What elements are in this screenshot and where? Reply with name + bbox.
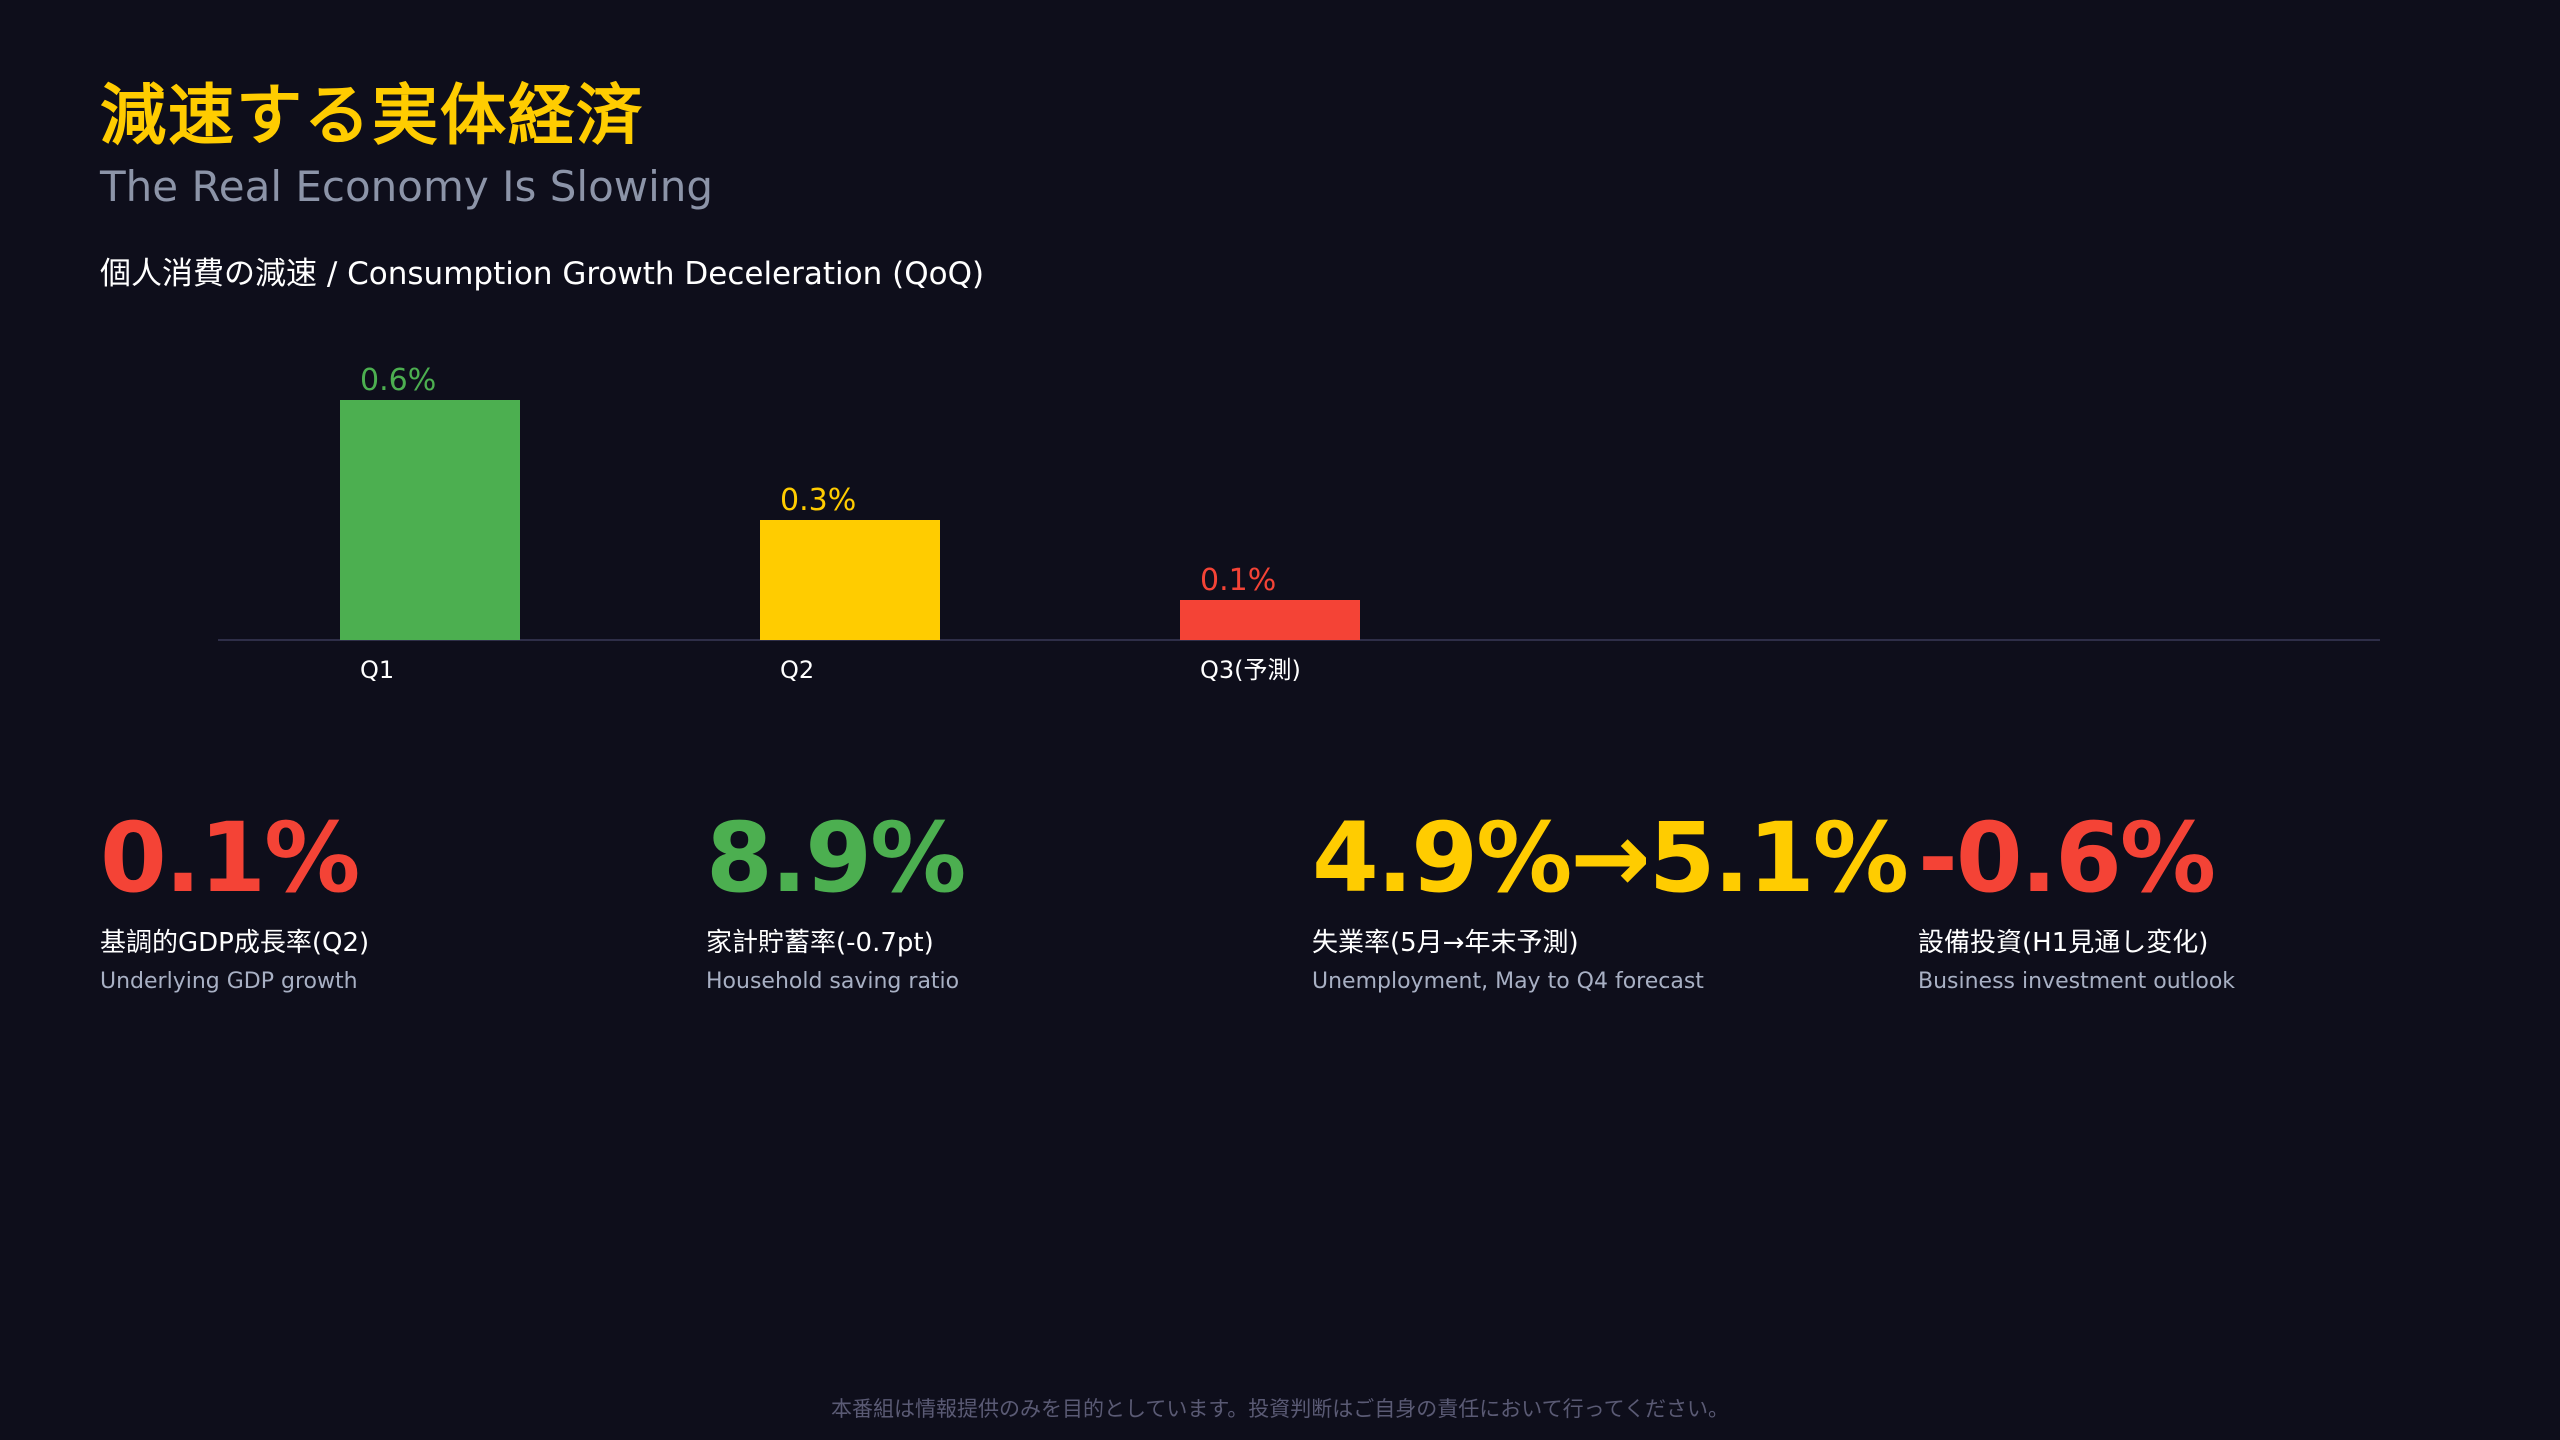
x-tick-label: Q2: [780, 656, 814, 684]
stat-value: 4.9%→5.1%: [1312, 802, 1909, 914]
chart-title: 個人消費の減速 / Consumption Growth Deceleratio…: [100, 256, 985, 292]
stat-value: -0.6%: [1918, 802, 2216, 914]
stat-card-unemployment: 4.9%→5.1% 失業率(5月→年末予測) Unemployment, May…: [1312, 800, 1912, 994]
bar-2: [760, 520, 940, 640]
stat-label: 失業率(5月→年末予測): [1312, 928, 1579, 958]
bar-value-label: 0.6%: [360, 363, 436, 398]
stat-card-gdp: 0.1% 基調的GDP成長率(Q2) Underlying GDP growth: [100, 800, 700, 994]
bar-value-label: 0.1%: [1200, 563, 1276, 598]
stat-label: 設備投資(H1見通し変化): [1918, 928, 2209, 958]
stat-sublabel: Unemployment, May to Q4 forecast: [1312, 969, 1704, 994]
stat-card-investment: -0.6% 設備投資(H1見通し変化) Business investment …: [1918, 800, 2518, 994]
stat-sublabel: Underlying GDP growth: [100, 969, 358, 994]
bar-1: [340, 400, 520, 640]
x-tick-label: Q1: [360, 656, 394, 684]
stat-label: 家計貯蓄率(-0.7pt): [706, 928, 934, 958]
bar-value-label: 0.3%: [780, 483, 856, 518]
stat-value: 0.1%: [100, 802, 360, 914]
stat-sublabel: Business investment outlook: [1918, 969, 2236, 994]
disclaimer: 本番組は情報提供のみを目的としています。投資判断はご自身の責任において行ってくだ…: [831, 1397, 1729, 1421]
stat-label: 基調的GDP成長率(Q2): [100, 928, 370, 958]
page-subtitle: The Real Economy Is Slowing: [100, 162, 714, 211]
stat-sublabel: Household saving ratio: [706, 969, 960, 994]
bar-3: [1180, 600, 1360, 640]
consumption-bar-chart: 0.6% Q1 0.3% Q2 0.1% Q3(予測): [218, 363, 2380, 684]
stat-card-saving: 8.9% 家計貯蓄率(-0.7pt) Household saving rati…: [706, 800, 1306, 994]
stat-value: 8.9%: [706, 802, 966, 914]
x-tick-label: Q3(予測): [1200, 656, 1301, 684]
page-title: 減速する実体経済: [100, 77, 644, 154]
